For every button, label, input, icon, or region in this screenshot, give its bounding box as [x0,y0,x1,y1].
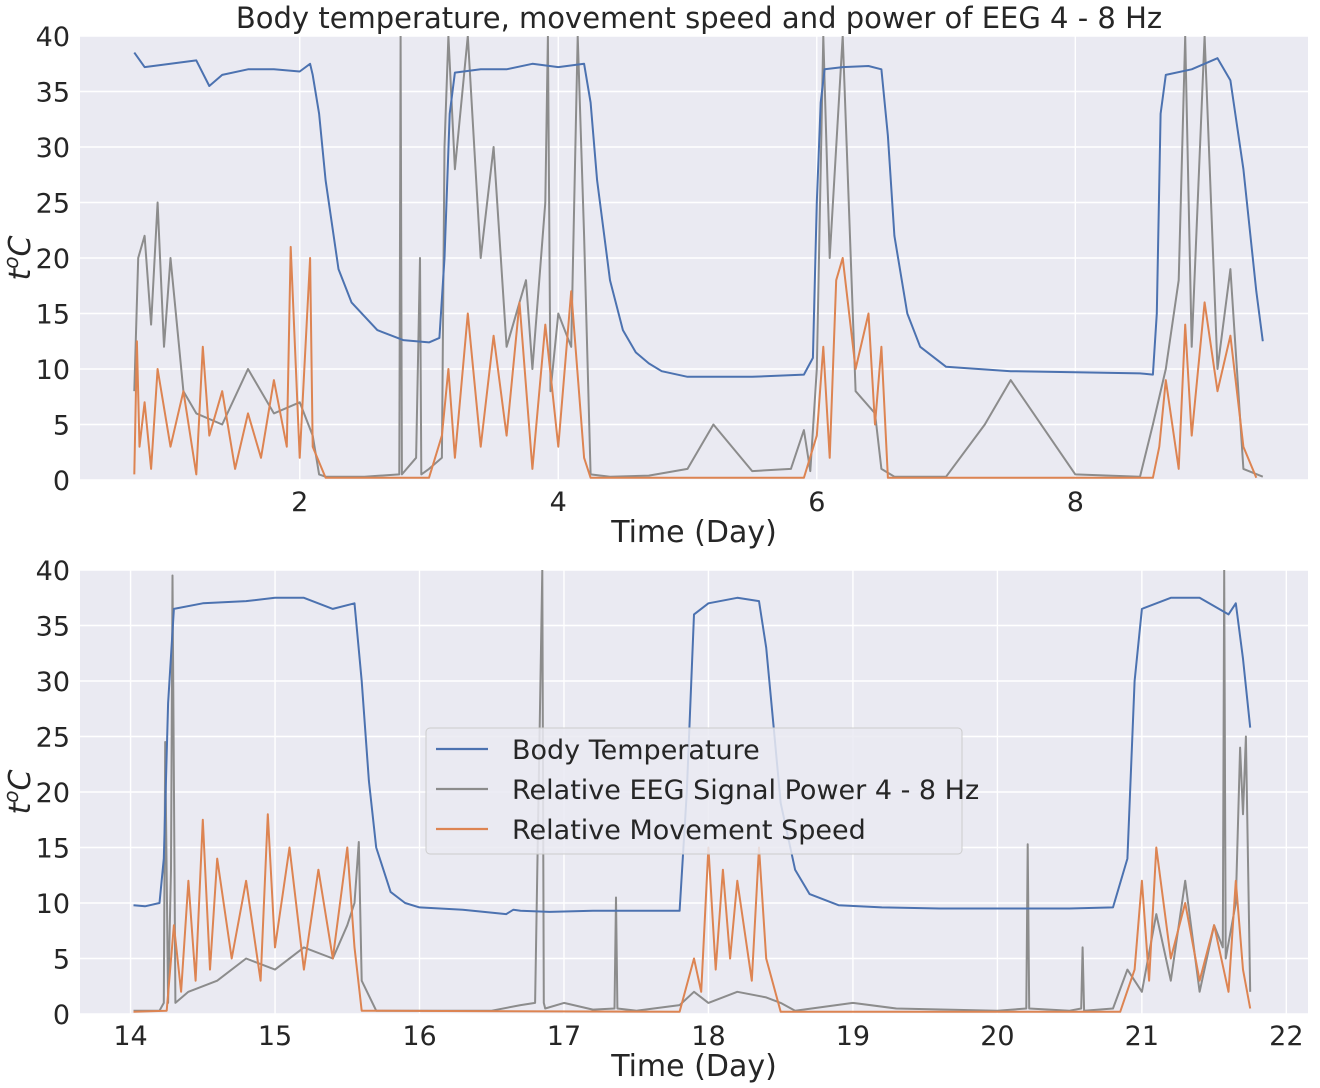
bottom-series-line [133,813,1252,1013]
bottom-y-tick-label: 0 [53,1000,70,1031]
bottom-chart-panel: 14 15 16 17 18 19 20 21 22 0 5 10 15 20 25 30 35 40 Time (… [0,556,1308,1084]
top-y-tick-label: 20 [36,244,70,275]
bottom-y-tick-label: 40 [36,556,70,587]
bottom-y-tick-label: 30 [36,667,70,698]
top-y-tick-label: 30 [36,133,70,164]
bottom-x-tick-label: 18 [691,1021,725,1052]
top-x-tick-label: 2 [291,487,308,518]
top-y-tick-label: 10 [36,355,70,386]
legend-label: Body Temperature [512,735,760,766]
bottom-y-tick-label: 35 [36,612,70,643]
top-y-tick-label: 15 [36,300,70,331]
top-y-axis-label: toC [0,235,38,280]
top-chart-panel: 2 4 6 8 0 5 10 15 20 25 30 35 40 Time (Day) toC [0,22,1308,550]
bottom-y-tick-label: 10 [36,889,70,920]
bottom-x-tick-label: 20 [980,1021,1014,1052]
top-y-tick-label: 5 [53,411,70,442]
top-series-line [133,52,1264,378]
top-y-tick-label: 35 [36,78,70,109]
bottom-y-axis-label: toC [0,769,38,814]
bottom-y-tick-label: 15 [36,834,70,865]
bottom-y-tick-label: 5 [53,945,70,976]
top-y-tick-label: 0 [53,466,70,497]
bottom-y-tick-label: 25 [36,723,70,754]
bottom-x-axis-label: Time (Day) [610,1049,777,1084]
bottom-x-tick-label: 22 [1269,1021,1303,1052]
bottom-y-tick-label: 20 [36,778,70,809]
top-x-axis-label: Time (Day) [610,515,777,550]
top-x-tick-label: 6 [808,487,825,518]
top-x-tick-label: 8 [1067,487,1084,518]
bottom-x-tick-label: 19 [836,1021,870,1052]
legend-label: Relative EEG Signal Power 4 - 8 Hz [512,775,979,806]
chart-title: Body temperature, movement speed and pow… [236,1,1162,35]
bottom-x-tick-label: 14 [113,1021,147,1052]
legend-label: Relative Movement Speed [512,815,866,846]
bottom-series-line [133,596,1252,916]
top-y-tick-label: 40 [36,22,70,53]
bottom-x-tick-label: 15 [258,1021,292,1052]
legend: Body Temperature Relative EEG Signal Powe… [425,727,979,855]
bottom-x-tick-label: 21 [1125,1021,1159,1052]
bottom-x-tick-label: 17 [547,1021,581,1052]
top-y-tick-label: 25 [36,189,70,220]
legend-box [425,727,963,855]
top-x-tick-label: 4 [550,487,567,518]
top-series-line [133,36,1264,478]
top-series-line [133,245,1258,479]
bottom-x-tick-label: 16 [402,1021,436,1052]
